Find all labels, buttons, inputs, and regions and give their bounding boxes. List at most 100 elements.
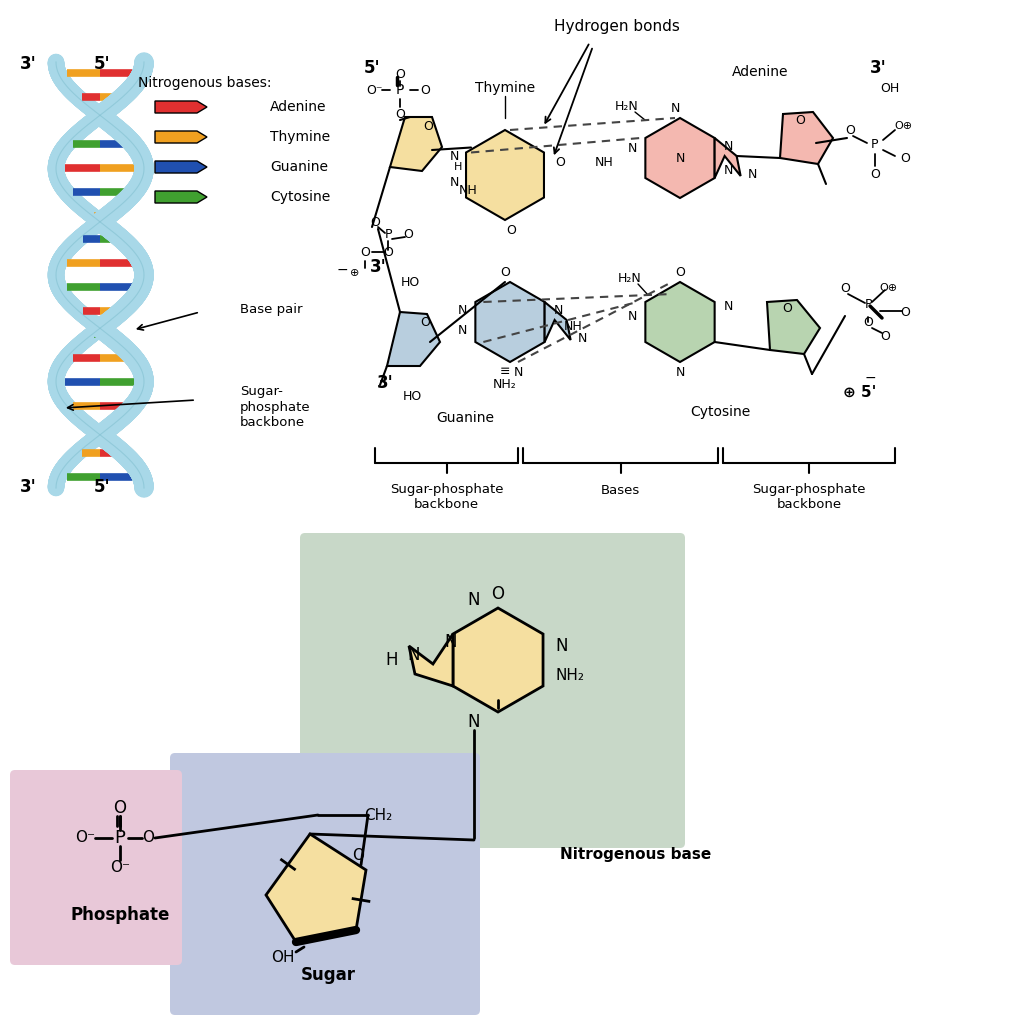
Text: N: N: [675, 152, 685, 164]
Text: O: O: [675, 266, 685, 278]
Text: 5': 5': [94, 478, 110, 496]
Text: O: O: [360, 246, 370, 260]
Text: backbone: backbone: [414, 499, 479, 512]
Polygon shape: [453, 608, 543, 712]
Text: N: N: [457, 323, 467, 337]
Text: 3': 3': [19, 55, 37, 73]
Polygon shape: [387, 312, 440, 366]
Text: N: N: [468, 713, 480, 731]
Text: NH: NH: [458, 184, 478, 197]
Text: Sugar-phosphate: Sugar-phosphate: [390, 483, 503, 497]
Text: phosphate: phosphate: [240, 400, 310, 413]
Text: H: H: [386, 652, 398, 669]
Polygon shape: [266, 834, 366, 942]
Text: O: O: [880, 329, 890, 343]
Text: N: N: [627, 311, 637, 323]
Text: CH₂: CH₂: [363, 807, 392, 823]
Polygon shape: [715, 139, 740, 177]
Text: O: O: [420, 316, 430, 328]
Text: N: N: [723, 140, 733, 153]
Text: Sugar: Sugar: [300, 966, 355, 984]
Text: O⁻: O⁻: [110, 861, 130, 875]
Text: N: N: [457, 304, 467, 316]
Text: N: N: [514, 365, 523, 379]
Text: O: O: [491, 585, 504, 603]
Text: HO: HO: [402, 390, 422, 402]
Text: 3': 3': [370, 258, 386, 276]
Polygon shape: [390, 117, 442, 171]
Text: O: O: [420, 83, 430, 96]
Text: O: O: [901, 307, 910, 319]
Text: O: O: [370, 216, 380, 230]
Text: O: O: [845, 123, 855, 136]
Text: O⊕: O⊕: [879, 283, 897, 293]
Text: OH: OH: [272, 950, 295, 965]
Text: Guanine: Guanine: [270, 160, 328, 174]
Text: O: O: [506, 224, 516, 237]
Text: P: P: [384, 229, 392, 241]
Text: N: N: [671, 103, 680, 116]
Text: O: O: [403, 229, 412, 241]
Text: Sugar-phosphate: Sugar-phosphate: [752, 483, 866, 497]
Text: P: P: [864, 299, 872, 312]
Polygon shape: [780, 112, 833, 164]
Text: O: O: [555, 157, 565, 169]
Text: ⊕: ⊕: [350, 268, 359, 278]
Text: O: O: [500, 266, 509, 278]
Polygon shape: [466, 130, 544, 220]
FancyBboxPatch shape: [10, 770, 182, 965]
Text: Cytosine: Cytosine: [690, 405, 750, 419]
Text: O⁻: O⁻: [366, 83, 382, 96]
Text: OH: OH: [880, 81, 900, 94]
Polygon shape: [476, 282, 544, 362]
Text: 3': 3': [870, 60, 886, 77]
Text: Bases: Bases: [601, 483, 640, 497]
FancyBboxPatch shape: [300, 532, 685, 849]
Text: O⁻: O⁻: [75, 830, 95, 845]
Text: backbone: backbone: [776, 499, 841, 512]
Text: O: O: [863, 316, 873, 329]
Text: ≡: ≡: [499, 365, 510, 379]
Text: O: O: [395, 69, 405, 81]
Text: ⊕ 5': ⊕ 5': [843, 385, 877, 399]
Text: N: N: [723, 163, 733, 176]
FancyArrow shape: [155, 191, 207, 203]
Text: O: O: [901, 152, 910, 164]
Text: −: −: [864, 371, 876, 385]
Text: O: O: [142, 830, 154, 845]
Text: 3': 3': [377, 374, 393, 392]
Text: Thymine: Thymine: [475, 81, 535, 95]
Text: O: O: [395, 108, 405, 120]
Text: O: O: [782, 302, 792, 315]
Text: Sugar-: Sugar-: [240, 386, 283, 398]
Text: O: O: [423, 120, 433, 133]
Text: Cytosine: Cytosine: [270, 190, 330, 204]
Text: O⊕: O⊕: [894, 121, 912, 131]
Text: O: O: [383, 246, 393, 260]
Text: O: O: [795, 114, 805, 126]
Text: N: N: [675, 365, 685, 379]
Polygon shape: [409, 634, 453, 686]
Text: N: N: [578, 331, 587, 345]
Text: O: O: [840, 281, 849, 294]
Text: N: N: [449, 176, 458, 190]
Text: Phosphate: Phosphate: [70, 906, 169, 924]
Text: N: N: [627, 142, 637, 155]
Text: 5': 5': [94, 55, 110, 73]
Text: −: −: [336, 263, 348, 277]
Text: N: N: [407, 646, 421, 664]
Text: Adenine: Adenine: [732, 65, 788, 79]
Text: H₂N: H₂N: [618, 272, 642, 284]
Text: N: N: [449, 151, 458, 163]
FancyArrow shape: [155, 131, 207, 143]
Text: N: N: [555, 637, 569, 655]
Text: Base pair: Base pair: [240, 304, 302, 316]
Text: H: H: [453, 162, 463, 172]
Text: N: N: [748, 167, 758, 181]
Text: NH₂: NH₂: [493, 379, 517, 392]
Text: O: O: [870, 167, 880, 181]
Text: N: N: [468, 591, 480, 609]
Text: 3': 3': [19, 478, 37, 496]
Text: Nitrogenous base: Nitrogenous base: [560, 847, 712, 863]
Text: P: P: [396, 83, 404, 97]
